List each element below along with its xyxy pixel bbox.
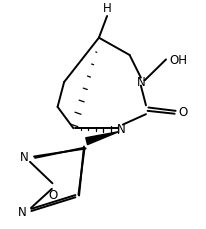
- Text: N: N: [20, 151, 29, 164]
- Text: O: O: [178, 105, 187, 118]
- Text: OH: OH: [169, 54, 187, 67]
- Text: N: N: [18, 205, 27, 218]
- Text: N: N: [117, 122, 126, 135]
- Text: N: N: [137, 76, 145, 89]
- Polygon shape: [86, 132, 119, 145]
- Text: H: H: [103, 2, 111, 15]
- Text: O: O: [49, 188, 58, 201]
